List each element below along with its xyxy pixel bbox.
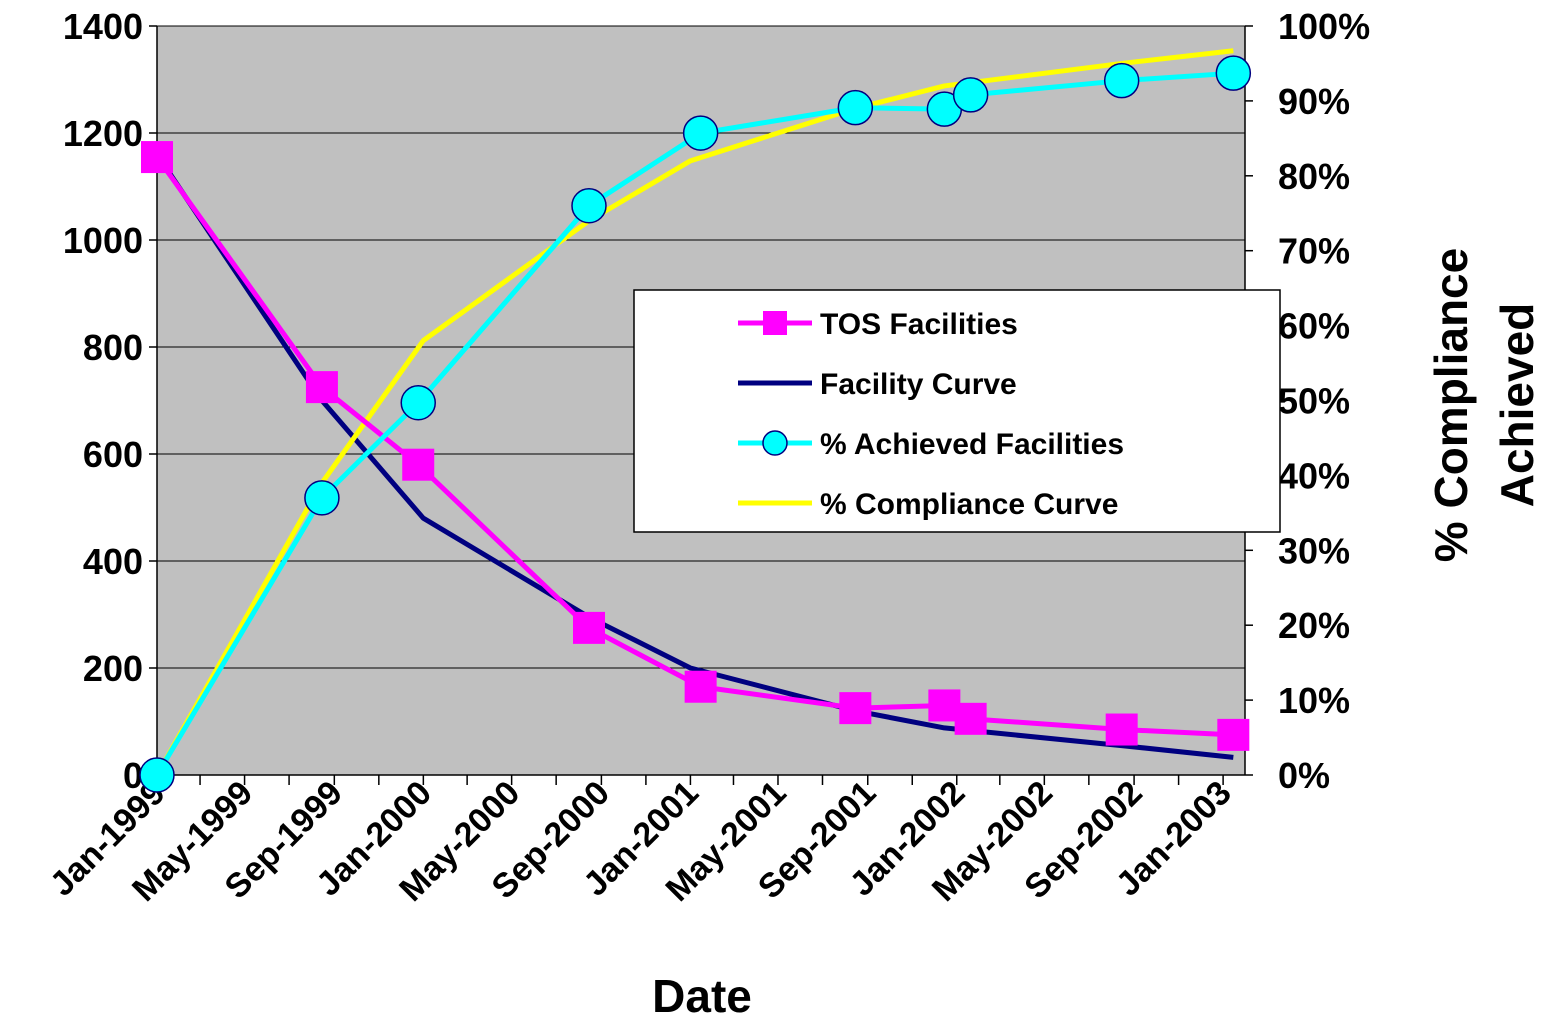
data-point-square	[684, 670, 717, 703]
y2-tick-label: 70%	[1278, 231, 1350, 272]
series-layer	[139, 48, 1252, 793]
legend-label: TOS Facilities	[820, 308, 1018, 341]
data-point-circle	[682, 115, 719, 151]
y-tick-label: 800	[83, 327, 143, 368]
y-tick-label: 400	[83, 541, 143, 582]
y2-axis-title-line: Achieved	[1491, 303, 1543, 508]
legend-swatch-square	[763, 311, 787, 335]
data-point-circle	[837, 89, 874, 126]
y-tick-label: 1200	[63, 113, 143, 154]
legend-label: % Compliance Curve	[820, 488, 1118, 521]
data-point-square	[572, 611, 605, 644]
data-point-square	[954, 702, 987, 735]
x-axis-ticks: Jan-1999May-1999Sep-1999Jan-2000May-2000…	[43, 774, 1239, 909]
legend-item: % Compliance Curve	[738, 488, 1118, 521]
y2-tick-label: 60%	[1278, 306, 1350, 347]
legend-swatch-circle	[762, 430, 788, 456]
y2-axis-title-line: % Compliance	[1425, 248, 1477, 562]
y-tick-label: 600	[83, 434, 143, 475]
y2-tick-label: 40%	[1278, 455, 1350, 496]
x-axis-title: Date	[652, 970, 752, 1020]
data-point-circle	[571, 188, 607, 224]
legend-label: Facility Curve	[820, 368, 1017, 401]
data-point-circle	[139, 757, 175, 793]
legend-item: Facility Curve	[738, 368, 1017, 401]
series-tos-facilities	[141, 141, 1250, 751]
y2-axis-ticks: 0% 10% 20% 30% 40% 50% 60% 70% 80% 90% 100%	[1245, 6, 1370, 796]
data-point-circle	[1103, 62, 1140, 99]
legend-box	[633, 289, 1281, 533]
data-point-circle	[1215, 55, 1252, 91]
y2-tick-label: 20%	[1278, 605, 1350, 646]
y-tick-label: 0	[123, 755, 143, 796]
legend-label: % Achieved Facilities	[820, 428, 1124, 461]
data-point-circle	[304, 480, 340, 516]
data-point-square	[402, 448, 435, 481]
legend-item: % Achieved Facilities	[738, 428, 1124, 461]
y2-tick-label: 100%	[1278, 6, 1370, 47]
y-tick-label: 1000	[63, 220, 143, 261]
data-point-square	[141, 141, 173, 174]
y-tick-label: 1400	[63, 6, 143, 47]
series-line	[154, 155, 1234, 738]
legend-item: TOS Facilities	[738, 308, 1018, 341]
y2-tick-label: 10%	[1278, 680, 1350, 721]
series-achieved-facilities	[139, 55, 1252, 793]
data-point-circle	[400, 384, 436, 421]
data-point-square	[305, 371, 338, 404]
y2-tick-label: 80%	[1278, 156, 1350, 197]
y2-axis-title: % Compliance Achieved	[1425, 248, 1543, 562]
y2-tick-label: 90%	[1278, 81, 1350, 122]
data-point-square	[1217, 718, 1250, 751]
data-point-circle	[952, 77, 989, 113]
y2-tick-label: 0%	[1278, 755, 1330, 796]
data-point-square	[1105, 713, 1138, 746]
series-line	[154, 70, 1234, 777]
legend: TOS Facilities Facility Curve % Achieved F…	[633, 289, 1281, 533]
y-axis-ticks: 0 200 400 600 800 1000 1200 1400	[63, 6, 157, 796]
y2-tick-label: 50%	[1278, 381, 1350, 422]
data-point-square	[839, 692, 872, 725]
series-compliance-curve	[154, 48, 1234, 777]
series-line	[154, 48, 1234, 777]
y-tick-label: 200	[83, 648, 143, 689]
y2-tick-label: 30%	[1278, 530, 1350, 571]
